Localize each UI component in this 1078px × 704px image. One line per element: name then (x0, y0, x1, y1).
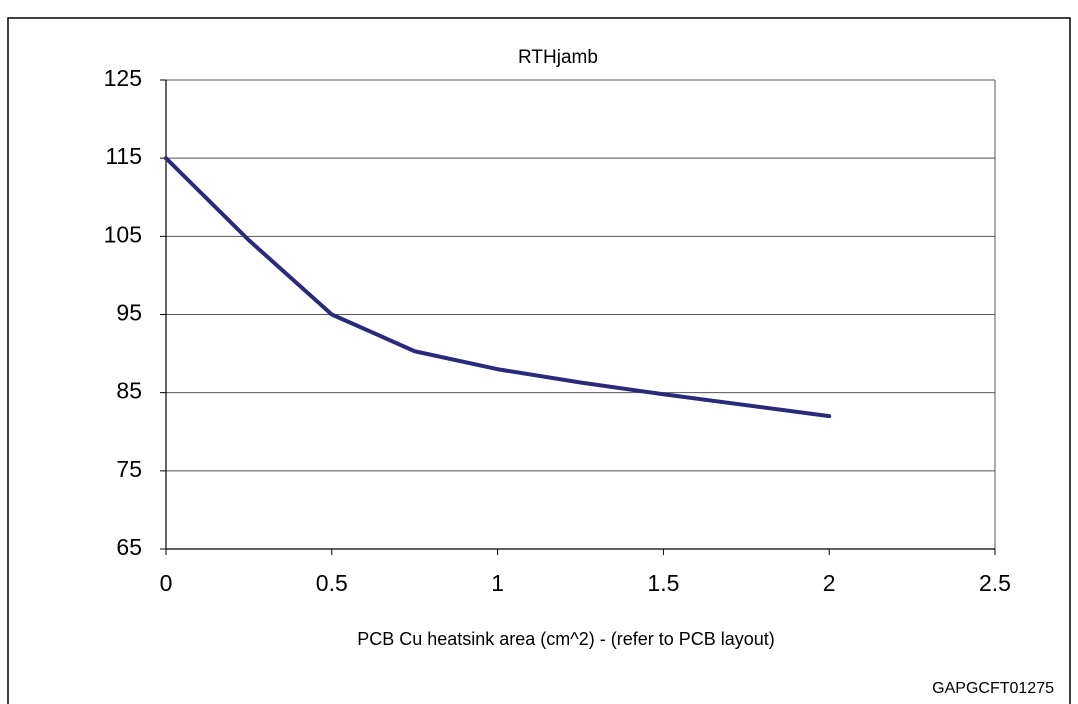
chart-title: RTHjamb (518, 47, 598, 68)
y-tick-label: 65 (116, 534, 142, 560)
y-tick-label: 95 (116, 300, 142, 326)
x-tick-label: 2.5 (979, 570, 1011, 596)
x-axis-label: PCB Cu heatsink area (cm^2) - (refer to … (357, 629, 775, 649)
y-tick-label: 105 (104, 221, 142, 247)
frame (7, 17, 1071, 704)
x-tick-label: 2 (823, 570, 836, 596)
y-tick-label: 125 (104, 65, 142, 91)
x-tick-label: 1 (491, 570, 504, 596)
x-tick-label: 1.5 (647, 570, 679, 596)
figure-code: GAPGCFT01275 (932, 680, 1054, 697)
data-line (164, 156, 832, 419)
y-tick-label: 115 (105, 143, 142, 169)
y-tick-label: 75 (116, 456, 142, 482)
x-tick-label: 0.5 (316, 570, 348, 596)
x-tick-label: 0 (160, 570, 173, 596)
y-tick-label: 85 (116, 378, 142, 404)
